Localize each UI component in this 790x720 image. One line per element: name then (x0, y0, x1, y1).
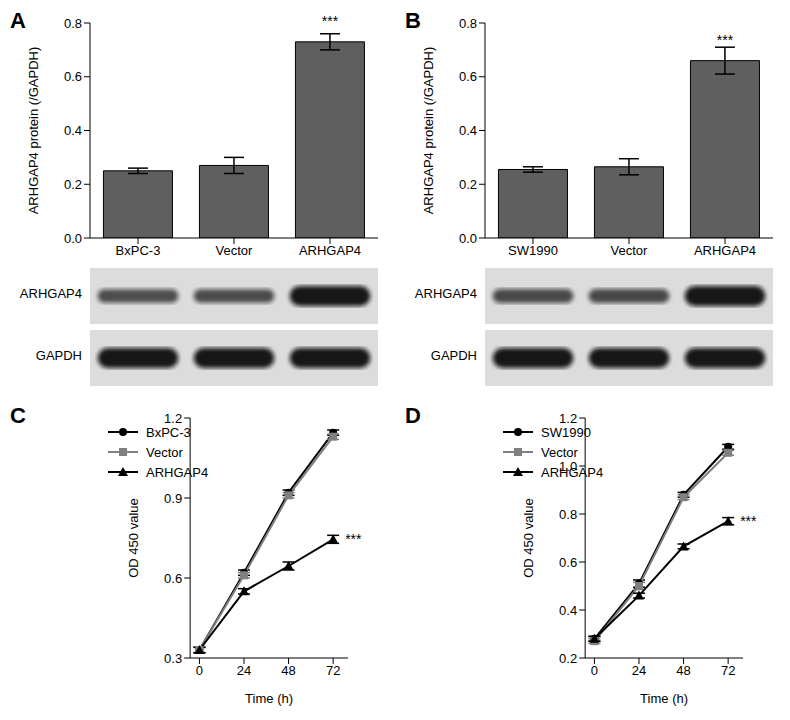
svg-text:ARHGAP4 protein (/GAPDH): ARHGAP4 protein (/GAPDH) (421, 47, 436, 215)
svg-text:0.6: 0.6 (559, 555, 577, 570)
svg-text:0.6: 0.6 (459, 69, 477, 84)
svg-text:OD 450 value: OD 450 value (126, 498, 141, 578)
svg-text:ARHGAP4: ARHGAP4 (415, 286, 477, 301)
svg-text:72: 72 (721, 663, 735, 678)
svg-text:Time (h): Time (h) (640, 691, 688, 706)
svg-text:0.9: 0.9 (164, 491, 182, 506)
svg-text:***: *** (345, 531, 362, 547)
svg-text:ARHGAP4: ARHGAP4 (694, 243, 756, 258)
svg-text:GAPDH: GAPDH (431, 348, 477, 363)
svg-text:0.3: 0.3 (164, 651, 182, 666)
svg-text:ARHGAP4: ARHGAP4 (20, 286, 82, 301)
svg-text:0.8: 0.8 (459, 16, 477, 31)
svg-text:1.2: 1.2 (164, 411, 182, 426)
svg-text:0.6: 0.6 (164, 571, 182, 586)
svg-text:Vector: Vector (216, 243, 254, 258)
svg-text:0.0: 0.0 (459, 231, 477, 246)
svg-text:Vector: Vector (611, 243, 649, 258)
svg-text:BxPC-3: BxPC-3 (116, 243, 161, 258)
svg-text:GAPDH: GAPDH (36, 348, 82, 363)
svg-text:0: 0 (591, 663, 598, 678)
svg-text:Time (h): Time (h) (245, 691, 293, 706)
svg-text:0.8: 0.8 (64, 16, 82, 31)
svg-text:SW1990: SW1990 (508, 243, 558, 258)
svg-text:0.0: 0.0 (64, 231, 82, 246)
svg-text:***: *** (322, 13, 339, 29)
svg-text:24: 24 (237, 663, 251, 678)
svg-text:***: *** (717, 32, 734, 48)
svg-text:0.2: 0.2 (559, 651, 577, 666)
svg-text:***: *** (740, 513, 757, 529)
svg-text:0.6: 0.6 (64, 69, 82, 84)
svg-text:ARHGAP4: ARHGAP4 (299, 243, 361, 258)
svg-text:0.4: 0.4 (559, 603, 577, 618)
svg-text:1.0: 1.0 (559, 459, 577, 474)
svg-text:0.2: 0.2 (64, 177, 82, 192)
svg-text:OD 450 value: OD 450 value (521, 498, 536, 578)
svg-text:ARHGAP4 protein (/GAPDH): ARHGAP4 protein (/GAPDH) (26, 47, 41, 215)
svg-text:24: 24 (632, 663, 646, 678)
svg-text:1.2: 1.2 (559, 411, 577, 426)
svg-text:48: 48 (281, 663, 295, 678)
svg-text:0.2: 0.2 (459, 177, 477, 192)
svg-text:72: 72 (326, 663, 340, 678)
svg-text:48: 48 (676, 663, 690, 678)
svg-text:0.4: 0.4 (64, 123, 82, 138)
svg-text:0.8: 0.8 (559, 507, 577, 522)
svg-text:0.4: 0.4 (459, 123, 477, 138)
svg-text:0: 0 (196, 663, 203, 678)
